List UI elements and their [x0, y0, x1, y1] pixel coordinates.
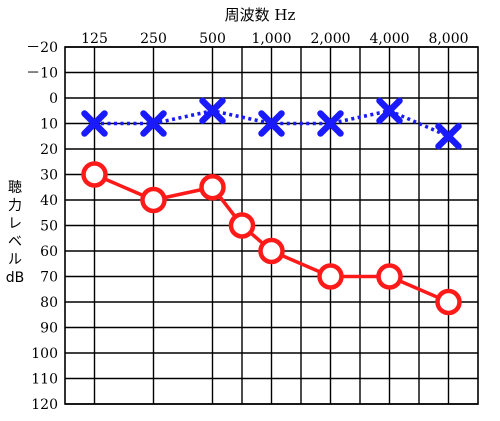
- y-axis-label-char: ベ: [8, 234, 22, 250]
- y-axis-label-char: ル: [8, 252, 22, 268]
- circle-marker: [258, 237, 285, 265]
- y-tick-label: 90: [40, 321, 58, 337]
- x-marker-stroke: [376, 97, 403, 124]
- y-tick-label: 0: [49, 91, 58, 107]
- x-marker-stroke: [199, 97, 226, 124]
- x-marker: [258, 110, 285, 137]
- y-tick-label: 40: [40, 193, 58, 209]
- x-tick-label: 1,000: [251, 31, 291, 47]
- circle-marker: [317, 263, 344, 290]
- circle-marker: [199, 174, 226, 201]
- x-tick-label: 125: [81, 31, 108, 47]
- circle-marker: [140, 186, 167, 214]
- x-marker: [317, 110, 344, 137]
- x-marker: [435, 123, 462, 150]
- y-tick-label: 10: [40, 117, 58, 133]
- y-tick-label: 110: [31, 372, 58, 388]
- y-axis-label-char: 聴: [8, 180, 22, 196]
- y-tick-label: 30: [40, 168, 58, 184]
- y-tick-label: 80: [40, 295, 58, 311]
- y-tick-label: 120: [31, 397, 58, 413]
- x-marker-stroke: [435, 123, 462, 150]
- x-tick-label: 8,000: [428, 31, 468, 47]
- x-marker: [81, 110, 108, 137]
- circle-marker: [376, 263, 403, 290]
- y-axis-label-char: dB: [6, 270, 25, 286]
- x-tick-label: 500: [199, 31, 226, 47]
- y-axis-label-char: 力: [8, 198, 22, 214]
- circle-marker: [81, 161, 108, 188]
- x-marker-stroke: [317, 110, 344, 137]
- axis-labels: 125 250 500 1,000 2,000 4,000 8,000 －20 －10 0 10 20…: [26, 31, 468, 413]
- x-tick-label: 2,000: [310, 31, 350, 47]
- circle-marker: [435, 288, 462, 316]
- circle-marker: [228, 212, 256, 239]
- x-marker-stroke: [140, 110, 167, 137]
- y-tick-label: －10: [26, 66, 58, 82]
- x-marker: [376, 97, 403, 124]
- x-marker: [140, 110, 167, 137]
- grid: [64, 46, 479, 405]
- y-axis-label-char: レ: [8, 216, 22, 232]
- y-tick-label: 20: [40, 142, 58, 158]
- y-tick-label: 50: [40, 219, 58, 235]
- y-tick-label: 60: [40, 244, 58, 260]
- y-tick-label: 70: [40, 270, 58, 286]
- x-tick-label: 250: [140, 31, 167, 47]
- plot-frame: [64, 46, 479, 405]
- x-tick-label: 4,000: [369, 31, 409, 47]
- y-tick-label: 100: [31, 346, 58, 362]
- x-marker-stroke: [258, 110, 285, 137]
- x-marker: [199, 97, 226, 124]
- chart-title: 周波数 Hz: [225, 6, 296, 24]
- y-tick-label: －20: [26, 40, 58, 56]
- data-series: [81, 97, 462, 316]
- x-marker-stroke: [81, 110, 108, 137]
